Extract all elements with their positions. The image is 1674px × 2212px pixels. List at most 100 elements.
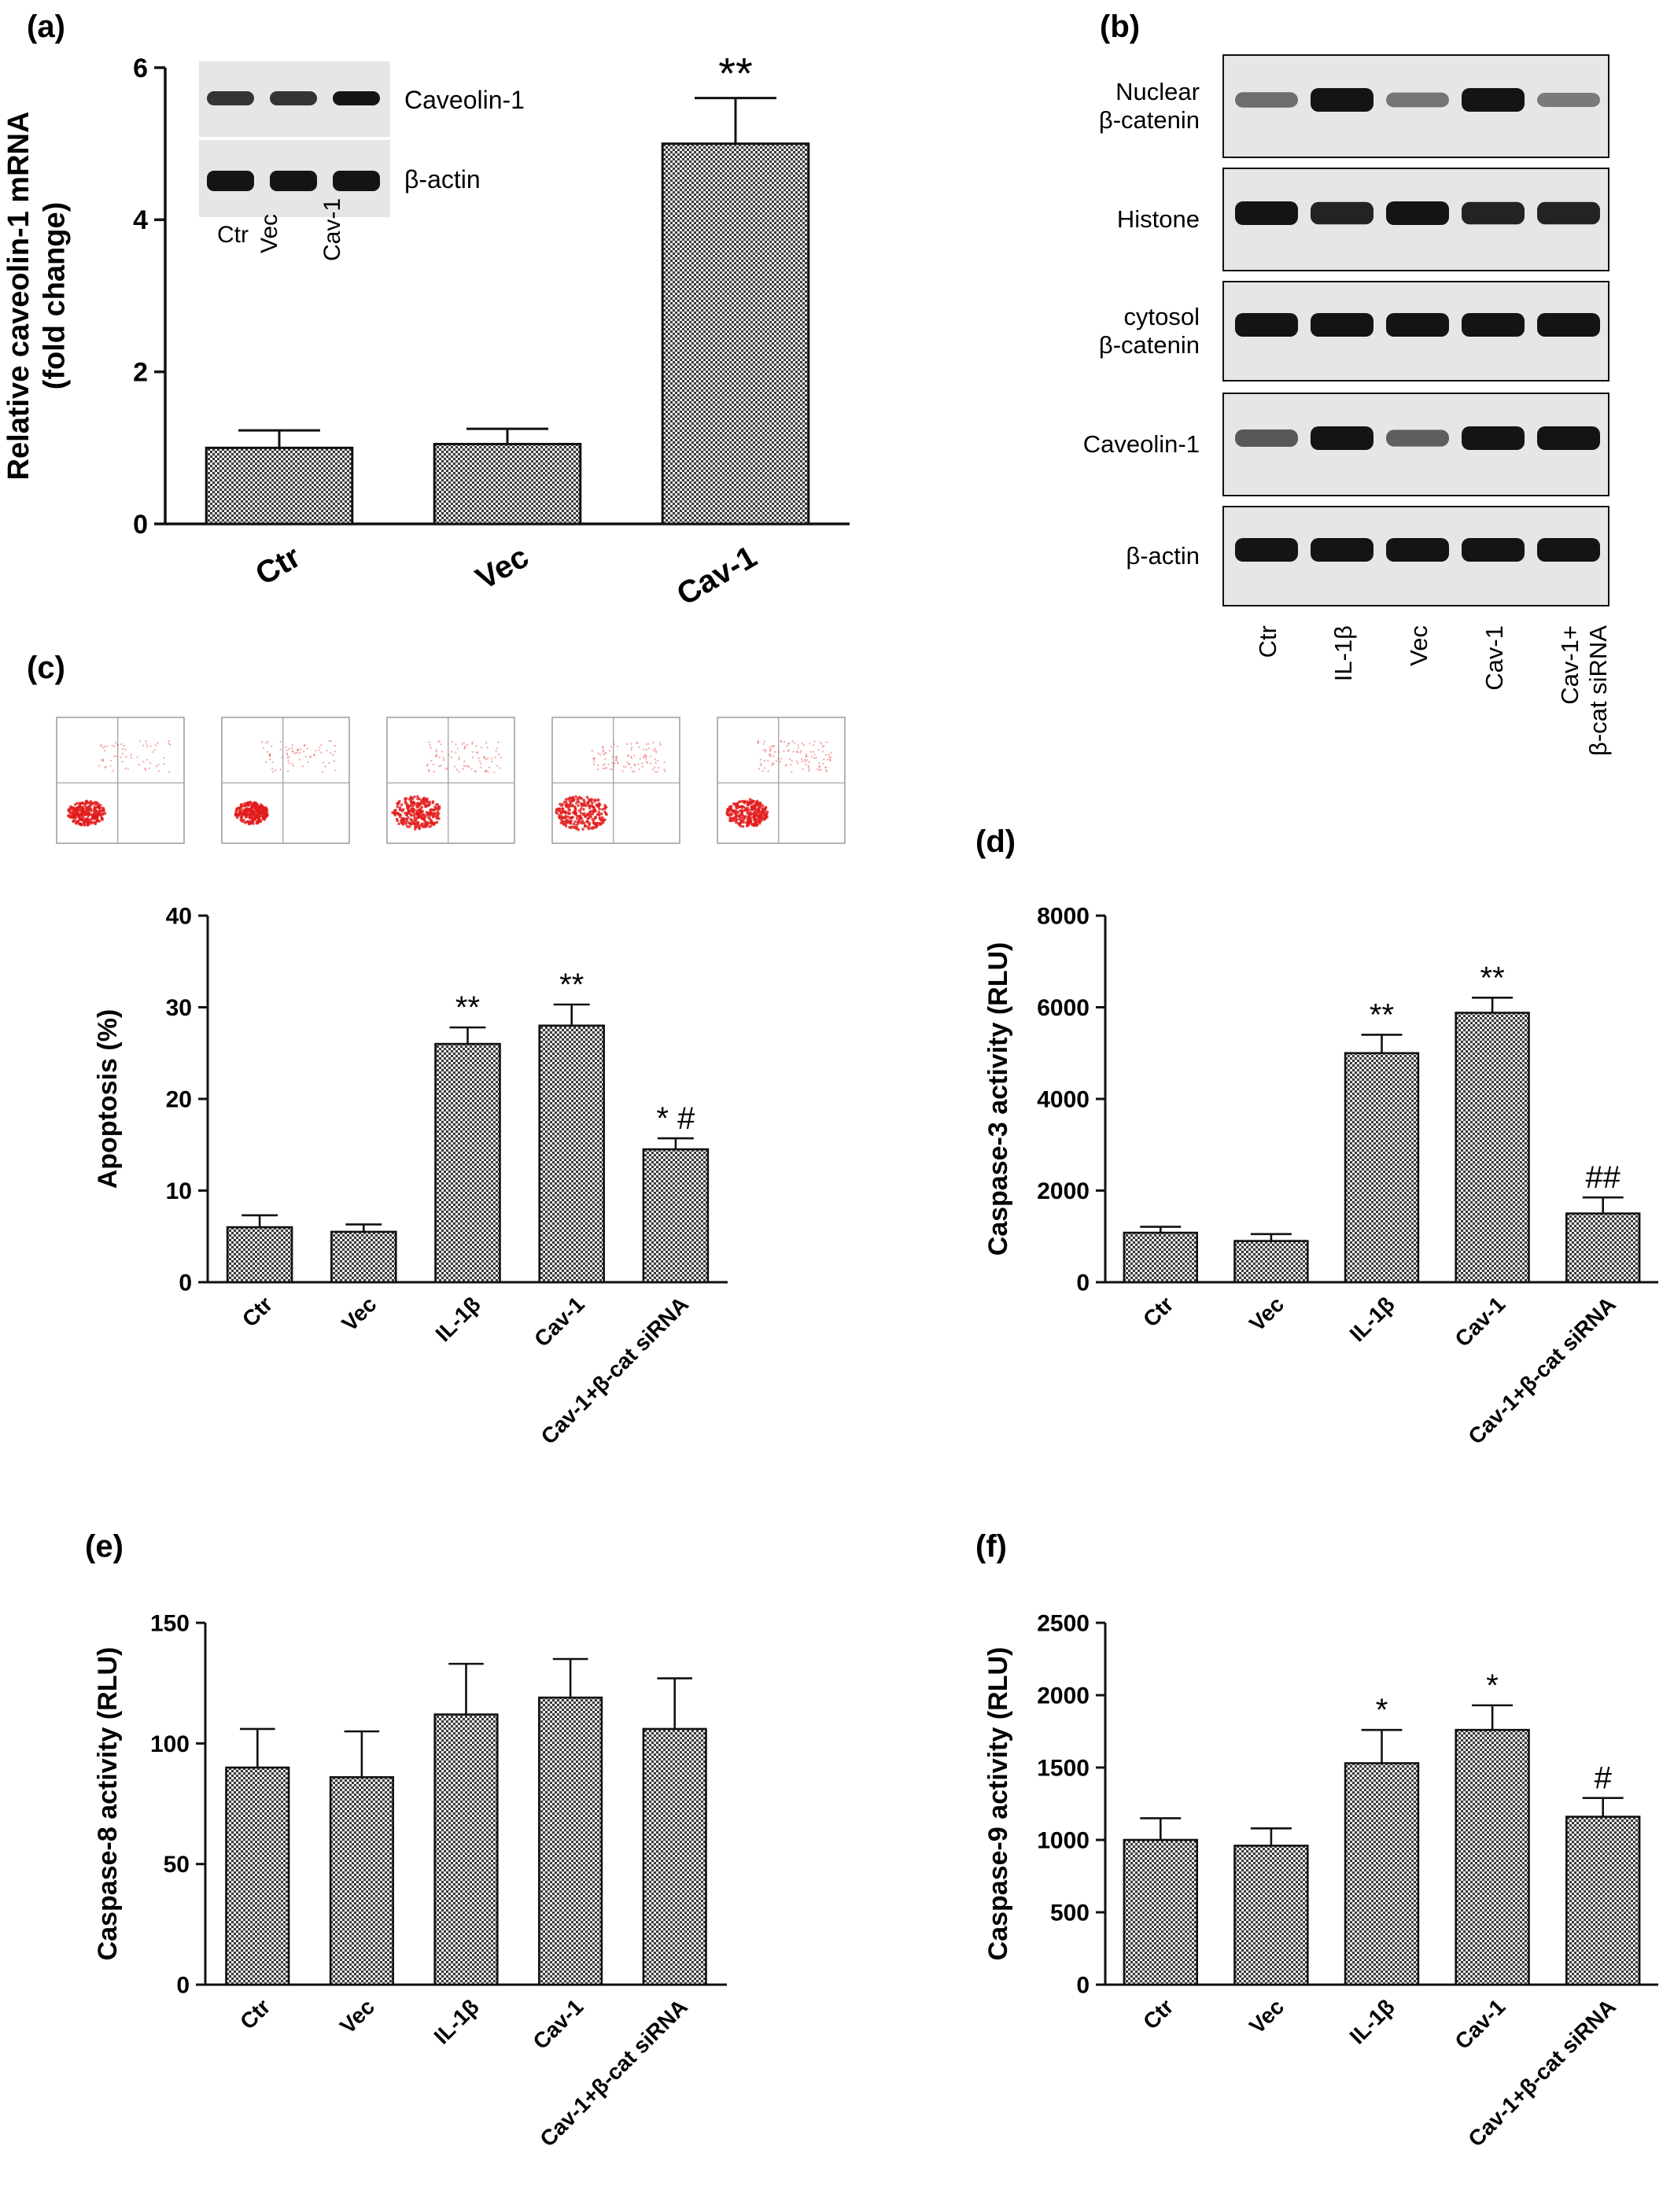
event-dot [561, 821, 565, 825]
event-dot [822, 762, 824, 765]
event-dot [561, 810, 565, 813]
event-dot [603, 763, 606, 765]
event-dot [435, 754, 438, 756]
event-dot [647, 743, 650, 745]
event-dot [148, 767, 150, 770]
event-dot [80, 814, 84, 817]
event-dot [130, 757, 132, 759]
event-dot [808, 768, 810, 771]
event-dot [820, 743, 823, 745]
blot-band [270, 171, 317, 191]
event-dot [464, 747, 466, 749]
event-dot [444, 768, 447, 770]
event-dot [149, 762, 152, 765]
event-dot [574, 813, 577, 816]
event-dot [441, 750, 444, 753]
event-dot [757, 804, 760, 808]
event-dot [288, 756, 290, 758]
event-dot [563, 820, 567, 824]
blot-band [1386, 92, 1449, 108]
event-dot [252, 804, 255, 808]
event-dot [602, 746, 604, 749]
event-dot [762, 749, 765, 751]
significance-marker: # [1595, 1761, 1613, 1796]
event-dot [796, 750, 799, 754]
event-dot [769, 749, 772, 751]
blot-lane-label: Cav-1 [1480, 625, 1508, 691]
event-dot [80, 817, 84, 821]
y-axis-label: Apoptosis (%) [93, 1009, 123, 1189]
y-tick-label: 0 [1076, 1270, 1090, 1296]
event-dot [416, 822, 420, 826]
event-dot [485, 758, 488, 761]
event-dot [76, 809, 79, 813]
event-dot [821, 745, 824, 748]
event-dot [145, 739, 147, 743]
event-dot [105, 745, 109, 747]
event-dot [418, 808, 422, 812]
event-dot [763, 740, 766, 743]
event-dot [323, 761, 325, 764]
event-dot [422, 796, 426, 800]
bar [226, 1226, 293, 1284]
event-dot [264, 761, 267, 763]
event-dot [613, 743, 615, 746]
event-dot [488, 766, 490, 769]
event-dot [405, 824, 409, 828]
flow-plot [386, 717, 515, 844]
event-dot [425, 810, 429, 814]
event-dot [96, 816, 99, 820]
bar-chart-e: 0 50 100 150 Caspase-8 activity (RLU) Ctr Vec I… [93, 1611, 727, 2151]
event-dot [737, 800, 741, 804]
event-dot [121, 752, 124, 755]
event-dot [490, 758, 493, 760]
event-dot [602, 750, 605, 753]
event-dot [442, 757, 444, 759]
event-dot [487, 757, 489, 760]
event-dot [602, 767, 604, 770]
event-dot [86, 817, 90, 820]
event-dot [824, 754, 828, 756]
event-dot [787, 749, 790, 751]
event-dot [808, 770, 810, 772]
event-dot [438, 765, 441, 768]
event-dot [286, 752, 288, 754]
category-label: Cav-1 [1450, 1292, 1510, 1351]
event-dot [268, 754, 271, 756]
event-dot [573, 798, 576, 802]
event-dot [800, 758, 803, 761]
event-dot [565, 805, 568, 809]
event-dot [578, 817, 582, 820]
event-dot [470, 743, 474, 745]
event-dot [315, 750, 317, 752]
event-dot [435, 815, 439, 819]
event-dot [332, 754, 334, 757]
event-dot [279, 740, 282, 743]
event-dot [564, 814, 567, 818]
event-dot [485, 770, 488, 772]
event-dot [318, 749, 320, 752]
category-label: Ctr [238, 1292, 278, 1332]
y-tick-label: 2000 [1037, 1178, 1090, 1204]
significance-marker: * # [656, 1101, 695, 1136]
event-dot [809, 750, 812, 754]
y-axis-label: Caspase-3 activity (RLU) [983, 942, 1013, 1256]
event-dot [732, 817, 736, 820]
event-dot [409, 800, 413, 804]
event-dot [739, 820, 743, 824]
blot-band [1311, 201, 1373, 225]
blot-band [1235, 92, 1298, 108]
event-dot [784, 765, 787, 767]
event-dot [581, 813, 585, 816]
y-tick-label: 150 [150, 1611, 190, 1637]
blot-lane-label: Vec [1405, 625, 1432, 666]
event-dot [483, 755, 485, 758]
event-dot [588, 806, 592, 809]
event-dot [603, 767, 607, 769]
event-dot [601, 746, 604, 748]
y-axis-label: Caspase-9 activity (RLU) [983, 1647, 1013, 1961]
event-dot [610, 745, 613, 748]
event-dot [109, 765, 112, 767]
event-dot [466, 743, 469, 746]
event-dot [758, 802, 762, 805]
